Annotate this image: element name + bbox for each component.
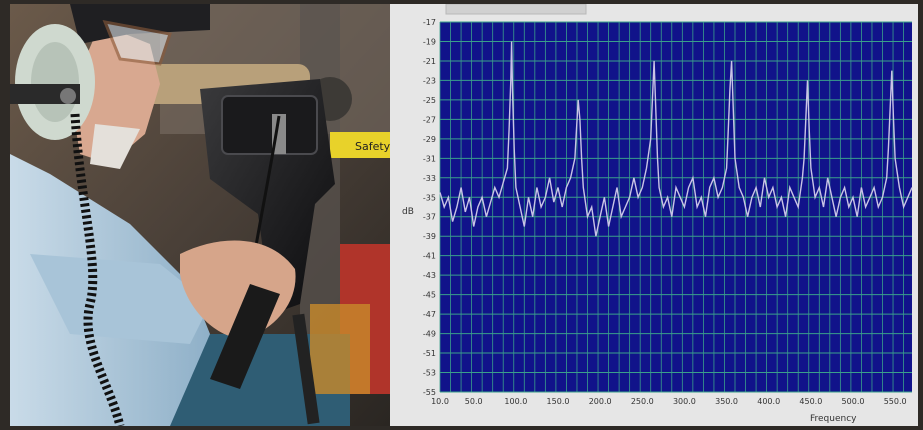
x-tick-label: 450.0 xyxy=(799,397,822,406)
shirt-sleeve xyxy=(30,254,210,344)
safety-glasses xyxy=(102,20,172,66)
x-tick-label: 500.0 xyxy=(842,397,865,406)
x-tick-label: 250.0 xyxy=(631,397,654,406)
safety-tag-text: Safety xyxy=(355,140,390,153)
y-tick-label: -33 xyxy=(423,174,436,183)
x-tick-label: 100.0 xyxy=(504,397,527,406)
y-tick-label: -35 xyxy=(423,193,436,202)
x-tick-label: 350.0 xyxy=(715,397,738,406)
x-tick-label: 50.0 xyxy=(465,397,483,406)
y-tick-label: -51 xyxy=(423,349,436,358)
y-tick-label: -37 xyxy=(423,213,436,222)
orange-machine-part xyxy=(310,304,370,394)
y-axis-label: dB xyxy=(402,207,414,217)
beard xyxy=(90,124,140,169)
y-tick-label: -53 xyxy=(423,369,436,378)
x-tick-label: 200.0 xyxy=(589,397,612,406)
x-axis-label: Frequency xyxy=(810,414,857,424)
y-tick-label: -23 xyxy=(423,76,436,85)
photo-illustration: Safety xyxy=(10,4,390,426)
technician-photo: Safety xyxy=(10,4,390,426)
x-tick-label: 300.0 xyxy=(673,397,696,406)
y-tick-label: -49 xyxy=(423,330,436,339)
cap xyxy=(70,4,210,44)
y-tick-label: -41 xyxy=(423,252,436,261)
probe-handle xyxy=(210,284,280,389)
x-tick-label: 150.0 xyxy=(547,397,570,406)
y-tick-label: -29 xyxy=(423,135,436,144)
safety-tag xyxy=(330,132,390,158)
y-tick-label: -21 xyxy=(423,57,436,66)
y-tick-label: -17 xyxy=(423,18,436,27)
x-tick-label: 10.0 xyxy=(431,397,449,406)
x-tick-label: 400.0 xyxy=(757,397,780,406)
spectrum-chart: -17 -19 -21 -23 -25 -27 -29 -31 -33 -35 -37 -39 -41 -… xyxy=(390,4,918,426)
y-tick-label: -55 xyxy=(423,388,436,397)
headset-earmuff-inner xyxy=(31,42,79,122)
series-line xyxy=(439,41,913,237)
y-tick-label: -43 xyxy=(423,271,436,280)
y-tick-label: -31 xyxy=(423,154,436,163)
y-tick-label: -25 xyxy=(423,96,436,105)
y-tick-label: -19 xyxy=(423,37,436,46)
y-tick-label: -45 xyxy=(423,291,436,300)
probe-rod xyxy=(292,313,320,425)
detector-screen xyxy=(221,95,318,155)
spectrum-panel: -17 -19 -21 -23 -25 -27 -29 -31 -33 -35 -37 -39 -41 -… xyxy=(390,4,918,426)
y-tick-label: -47 xyxy=(423,310,436,319)
headset-connector xyxy=(60,88,76,104)
chart-toolbar-strip xyxy=(445,4,587,15)
y-tick-label: -39 xyxy=(423,232,436,241)
y-tick-label: -27 xyxy=(423,115,436,124)
x-tick-label: 550.0 xyxy=(884,397,907,406)
